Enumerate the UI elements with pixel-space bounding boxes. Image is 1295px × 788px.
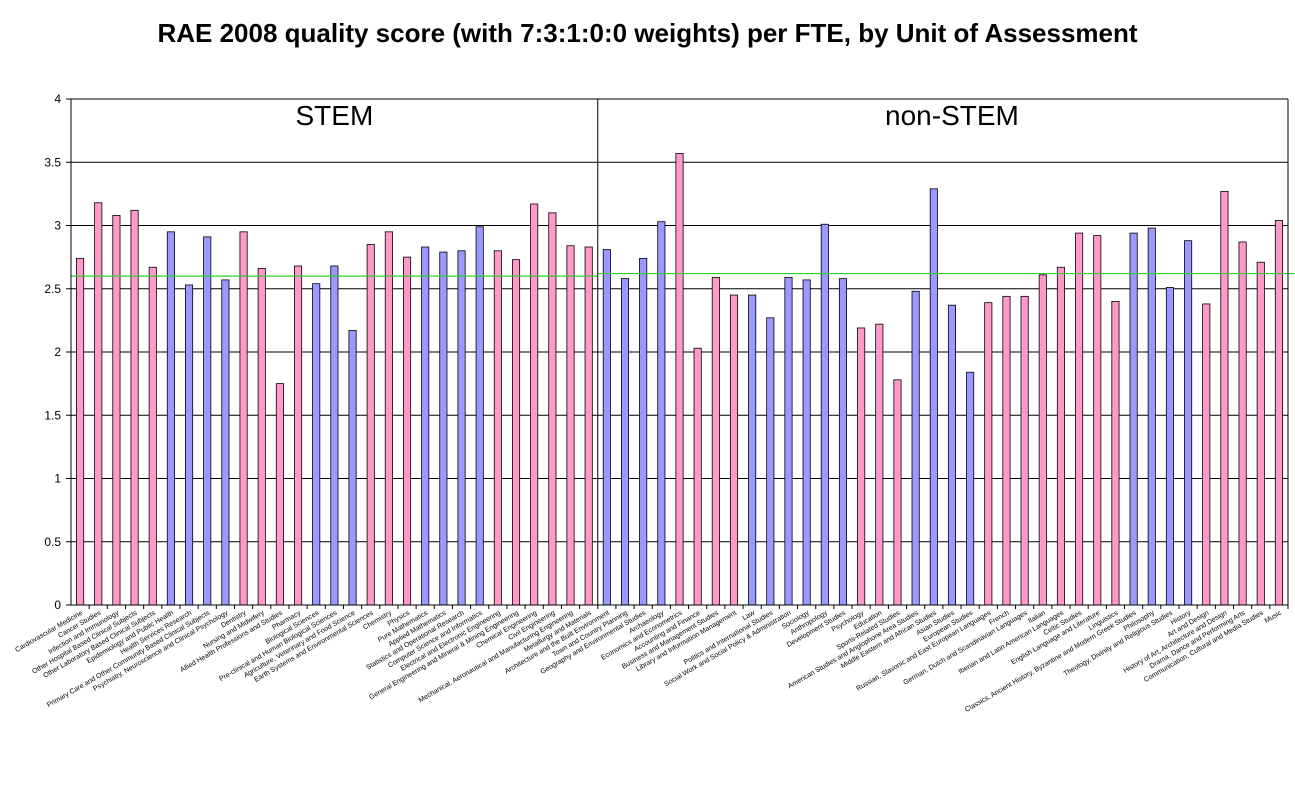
- bar: [511, 259, 521, 606]
- bar: [348, 330, 357, 606]
- reference-lines: [71, 272, 1295, 277]
- bar: [493, 250, 502, 606]
- bar: [257, 268, 266, 606]
- y-tick-label: 1: [54, 472, 61, 486]
- bar: [1002, 295, 1011, 606]
- bar: [76, 257, 85, 606]
- bar: [439, 251, 448, 606]
- bar: [984, 302, 993, 606]
- bar: [857, 327, 866, 606]
- bar: [675, 152, 684, 606]
- bar: [929, 188, 938, 606]
- bar: [766, 317, 775, 606]
- x-category-label: Music: [1264, 609, 1284, 624]
- bar: [820, 223, 829, 606]
- bar: [275, 383, 284, 606]
- bar: [421, 246, 430, 606]
- bar: [1056, 266, 1065, 606]
- bar: [1075, 232, 1084, 606]
- bar: [1020, 295, 1029, 606]
- bar: [548, 212, 557, 606]
- chart-title: RAE 2008 quality score (with 7:3:1:0:0 w…: [157, 18, 1138, 48]
- bar: [693, 347, 702, 606]
- bar: [966, 371, 975, 606]
- axes: [70, 99, 1289, 606]
- y-tick-label: 2: [54, 345, 61, 359]
- bar: [947, 304, 957, 606]
- y-tick-label: 3.5: [44, 155, 61, 169]
- bar: [1165, 287, 1174, 606]
- bar: [875, 323, 884, 606]
- bar: [657, 221, 666, 606]
- bar: [402, 256, 412, 606]
- bar: [748, 294, 757, 606]
- bar: [203, 236, 212, 606]
- bar: [602, 249, 611, 606]
- bar: [1238, 241, 1247, 606]
- bar: [911, 290, 920, 606]
- bar: [366, 244, 375, 606]
- bar: [1256, 261, 1265, 606]
- bar: [838, 278, 848, 606]
- bar: [94, 202, 103, 606]
- bar: [1111, 300, 1120, 606]
- bar: [112, 214, 121, 606]
- bar: [239, 231, 248, 606]
- region-labels: STEM non-STEM: [295, 99, 1019, 605]
- bar: [729, 294, 739, 606]
- bar: [1129, 232, 1138, 606]
- y-tick-label: 3: [54, 219, 61, 233]
- bar: [784, 276, 793, 606]
- bar: [312, 283, 321, 606]
- y-tick-label: 0: [54, 598, 61, 612]
- y-tick-label: 2.5: [44, 282, 61, 296]
- bar: [166, 231, 175, 606]
- bar: [1202, 303, 1211, 606]
- bar: [294, 265, 303, 606]
- y-tick-label: 4: [54, 92, 61, 106]
- bar: [1274, 220, 1283, 606]
- region-label: STEM: [295, 100, 373, 131]
- bar: [1147, 227, 1156, 606]
- bar: [639, 257, 648, 606]
- region-label: non-STEM: [885, 100, 1019, 131]
- bar: [802, 279, 811, 606]
- bar: [711, 276, 720, 606]
- bar: [584, 246, 593, 606]
- bar: [1220, 190, 1229, 606]
- bar: [1038, 274, 1047, 606]
- bar: [148, 266, 157, 606]
- bar: [457, 250, 466, 606]
- bar: [1184, 240, 1193, 606]
- bar: [530, 203, 539, 606]
- bar: [384, 231, 393, 606]
- bars: [76, 152, 1283, 606]
- bar: [620, 278, 630, 606]
- bar: [221, 279, 230, 606]
- bar: [1093, 235, 1102, 606]
- y-tick-label: 0.5: [44, 535, 61, 549]
- y-tick-label: 1.5: [44, 408, 61, 422]
- bar: [330, 265, 339, 606]
- bar: [130, 209, 139, 606]
- bar: [185, 284, 194, 606]
- bar: [475, 226, 484, 606]
- bar: [893, 379, 902, 606]
- bar: [566, 245, 575, 606]
- y-axis-ticks: 0 0.5 1 1.5 2 2.5 3 3.5 4: [44, 92, 71, 612]
